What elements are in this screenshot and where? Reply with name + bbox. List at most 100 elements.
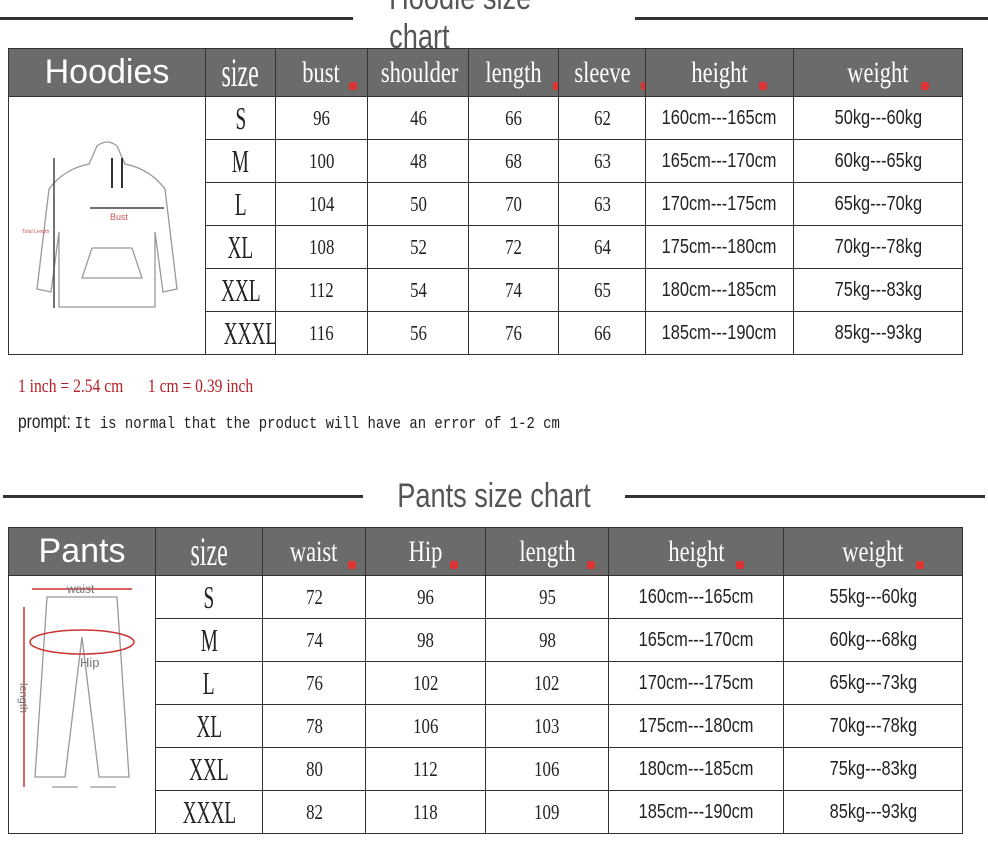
- table-cell: 68: [468, 139, 559, 183]
- cell-value: 70kg---78kg: [834, 235, 922, 258]
- cell-value: XXXL: [182, 793, 236, 830]
- garment-diagram: Bust Total Length: [8, 96, 206, 355]
- table-row: Bust Total Length S 96 46 66 62 160cm---165cm 50…: [8, 96, 963, 355]
- divider: [0, 16, 354, 20]
- table-cell: 98: [365, 618, 486, 662]
- cell-value: 102: [412, 670, 439, 695]
- column-header: length: [468, 48, 559, 97]
- table-cell: 74: [262, 618, 366, 662]
- column-header: shoulder: [367, 48, 469, 97]
- cell-value: 56: [409, 320, 427, 345]
- pants-icon: waist Hip length: [17, 582, 135, 788]
- column-header: bust: [275, 48, 368, 97]
- table-cell: 102: [365, 661, 486, 705]
- cell-value: XXL: [220, 271, 261, 308]
- table-cell: 98: [485, 618, 609, 662]
- cell-value: 60kg---65kg: [834, 149, 922, 172]
- cell-value: 50: [409, 191, 427, 216]
- table-cell: 60kg---68kg: [783, 618, 963, 662]
- header-label: bust: [302, 55, 341, 89]
- cell-value: 104: [308, 191, 335, 216]
- cell-value: 65kg---73kg: [829, 671, 917, 694]
- cell-value: 98: [538, 627, 556, 652]
- table-cell: 66: [468, 96, 559, 140]
- table-cell: XXL: [155, 747, 263, 791]
- table-cell: XL: [155, 704, 263, 748]
- table-cell: 100: [275, 139, 368, 183]
- hoodie-icon: Bust Total Length: [22, 141, 178, 308]
- cm-to-inch: 1 cm = 0.39 inch: [147, 376, 254, 397]
- cell-value: XXXL: [223, 314, 276, 351]
- header-label: weight: [842, 534, 904, 568]
- cell-value: L: [203, 664, 215, 701]
- header-label: weight: [847, 55, 909, 89]
- table-row: XXXL 82 118 109 185cm---190cm 85kg---93kg: [9, 790, 963, 834]
- table-cell: XL: [205, 225, 276, 269]
- column-header: Hip: [365, 527, 486, 576]
- column-header: size: [205, 48, 276, 97]
- table-cell: 70: [468, 182, 559, 226]
- cell-value: 109: [534, 799, 560, 824]
- svg-text:Total Length: Total Length: [22, 229, 49, 235]
- svg-text:length: length: [17, 683, 29, 713]
- table-cell: L: [155, 661, 263, 705]
- cell-value: 70kg---78kg: [829, 714, 917, 737]
- unit-marker: [759, 82, 767, 90]
- cell-value: 106: [534, 756, 560, 781]
- table-cell: 104: [275, 182, 368, 226]
- table-cell: 75kg---83kg: [783, 747, 963, 791]
- cell-value: 96: [313, 105, 330, 130]
- cell-value: 65: [593, 277, 611, 302]
- table-cell: 175cm---180cm: [645, 225, 794, 269]
- cell-value: 62: [593, 105, 611, 130]
- cell-value: 65kg---70kg: [834, 192, 922, 215]
- table-cell: 95: [485, 575, 609, 619]
- cell-value: 160cm---165cm: [638, 585, 754, 608]
- pants-title-row: Pants size chart: [0, 476, 988, 516]
- cell-value: 66: [593, 320, 611, 345]
- header-label: shoulder: [380, 55, 459, 89]
- table-row: XXXL 116 56 76 66 185cm---190cm 85kg---93kg: [9, 311, 963, 355]
- conversion-note: 1 inch = 2.54 cm 1 cm = 0.39 inch: [18, 376, 253, 398]
- table-row: waist Hip length S 72 96 95 160cm---165cm 55kg--…: [8, 575, 963, 834]
- table-row: M 74 98 98 165cm---170cm 60kg---68kg: [9, 618, 963, 662]
- table-cell: 74: [468, 268, 559, 312]
- table-cell: 170cm---175cm: [608, 661, 784, 705]
- table-cell: 76: [262, 661, 366, 705]
- table-row: XL 108 52 72 64 175cm---180cm 70kg---78kg: [9, 225, 963, 269]
- cell-value: 75kg---83kg: [834, 278, 922, 301]
- cell-value: 70: [505, 191, 522, 216]
- unit-marker: [641, 82, 645, 90]
- cell-value: L: [234, 185, 247, 222]
- cell-value: S: [203, 578, 215, 615]
- cell-value: 112: [413, 756, 438, 781]
- hoodie-title-row: Hoodie size chart: [0, 0, 988, 56]
- table-cell: 55kg---60kg: [783, 575, 963, 619]
- cell-value: 66: [505, 105, 522, 130]
- table-cell: 180cm---185cm: [645, 268, 794, 312]
- cell-value: 72: [305, 584, 323, 609]
- table-cell: XXL: [205, 268, 276, 312]
- cell-value: M: [200, 621, 218, 658]
- cell-value: 55kg---60kg: [829, 585, 917, 608]
- header-label: size: [190, 529, 228, 574]
- table-cell: 106: [365, 704, 486, 748]
- cell-value: 78: [305, 713, 323, 738]
- table-cell: L: [205, 182, 276, 226]
- table-cell: 80: [262, 747, 366, 791]
- cell-value: XXL: [189, 750, 229, 787]
- cell-value: 185cm---190cm: [662, 321, 777, 344]
- table-cell: XXXL: [205, 311, 276, 355]
- header-label: sleeve: [573, 55, 631, 89]
- table-cell: 160cm---165cm: [608, 575, 784, 619]
- cell-value: 175cm---180cm: [638, 714, 754, 737]
- unit-marker: [348, 82, 357, 90]
- table-cell: 85kg---93kg: [793, 311, 963, 355]
- table-row: L 104 50 70 63 170cm---175cm 65kg---70kg: [9, 182, 963, 226]
- header-label: Pants: [38, 532, 126, 570]
- cell-value: 103: [534, 713, 560, 738]
- table-cell: 46: [367, 96, 469, 140]
- table-cell: 76: [468, 311, 559, 355]
- cell-value: 85kg---93kg: [829, 800, 917, 823]
- table-cell: 56: [367, 311, 469, 355]
